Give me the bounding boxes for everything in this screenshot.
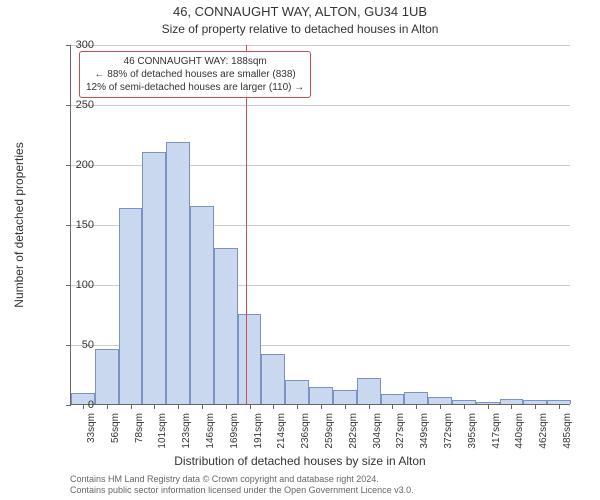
x-tick-label: 304sqm xyxy=(372,413,383,449)
x-tick-mark xyxy=(83,404,84,409)
y-tick-label: 150 xyxy=(76,219,94,231)
y-tick-label: 50 xyxy=(82,339,94,351)
x-tick-mark xyxy=(535,404,536,409)
annotation-box: 46 CONNAUGHT WAY: 188sqm← 88% of detache… xyxy=(79,51,311,98)
x-tick-mark xyxy=(202,404,203,409)
y-axis-label: Number of detached properties xyxy=(12,142,26,307)
x-tick-mark xyxy=(369,404,370,409)
y-tick-label: 300 xyxy=(76,39,94,51)
x-tick-mark xyxy=(178,404,179,409)
x-tick-label: 236sqm xyxy=(300,413,311,449)
histogram-bar xyxy=(119,208,143,404)
x-tick-mark xyxy=(250,404,251,409)
x-tick-label: 214sqm xyxy=(276,413,287,449)
x-tick-label: 259sqm xyxy=(324,413,335,449)
chart-subtitle: Size of property relative to detached ho… xyxy=(0,22,600,36)
histogram-bar xyxy=(381,394,405,404)
y-tick-mark xyxy=(66,225,71,226)
footer-line1: Contains HM Land Registry data © Crown c… xyxy=(70,474,414,485)
x-tick-mark xyxy=(440,404,441,409)
x-tick-label: 372sqm xyxy=(443,413,454,449)
chart-title: 46, CONNAUGHT WAY, ALTON, GU34 1UB xyxy=(0,4,600,19)
x-tick-label: 395sqm xyxy=(467,413,478,449)
x-tick-mark xyxy=(416,404,417,409)
x-tick-label: 169sqm xyxy=(229,413,240,449)
x-tick-label: 146sqm xyxy=(205,413,216,449)
histogram-bar xyxy=(238,314,262,404)
y-tick-mark xyxy=(66,285,71,286)
x-tick-label: 33sqm xyxy=(86,413,97,443)
y-tick-mark xyxy=(66,165,71,166)
x-tick-label: 349sqm xyxy=(419,413,430,449)
annotation-line: 12% of semi-detached houses are larger (… xyxy=(86,81,304,94)
plot-area: 46 CONNAUGHT WAY: 188sqm← 88% of detache… xyxy=(70,45,570,405)
histogram-bar xyxy=(357,378,381,404)
y-tick-label: 0 xyxy=(88,399,94,411)
x-tick-mark xyxy=(392,404,393,409)
x-tick-mark xyxy=(131,404,132,409)
x-tick-label: 440sqm xyxy=(514,413,525,449)
histogram-bar xyxy=(190,206,214,404)
x-tick-label: 56sqm xyxy=(110,413,121,443)
y-tick-label: 100 xyxy=(76,279,94,291)
x-tick-mark xyxy=(559,404,560,409)
y-tick-mark xyxy=(66,345,71,346)
x-tick-label: 462sqm xyxy=(538,413,549,449)
reference-line xyxy=(246,45,247,404)
x-tick-mark xyxy=(321,404,322,409)
y-tick-label: 250 xyxy=(76,99,94,111)
footer-attribution: Contains HM Land Registry data © Crown c… xyxy=(70,474,414,496)
x-tick-label: 327sqm xyxy=(395,413,406,449)
histogram-bar xyxy=(309,387,333,404)
x-tick-mark xyxy=(345,404,346,409)
footer-line2: Contains public sector information licen… xyxy=(70,485,414,496)
x-tick-mark xyxy=(488,404,489,409)
histogram-bar xyxy=(166,142,190,404)
histogram-bar xyxy=(333,390,357,404)
x-axis-label: Distribution of detached houses by size … xyxy=(0,454,600,468)
histogram-bar xyxy=(261,354,285,404)
x-tick-mark xyxy=(297,404,298,409)
x-tick-mark xyxy=(226,404,227,409)
x-tick-mark xyxy=(154,404,155,409)
y-tick-mark xyxy=(66,105,71,106)
x-tick-label: 123sqm xyxy=(181,413,192,449)
histogram-bar xyxy=(285,380,309,404)
annotation-line: ← 88% of detached houses are smaller (83… xyxy=(86,68,304,81)
x-tick-mark xyxy=(511,404,512,409)
y-tick-label: 200 xyxy=(76,159,94,171)
x-tick-label: 78sqm xyxy=(134,413,145,443)
x-tick-label: 485sqm xyxy=(562,413,573,449)
x-tick-label: 101sqm xyxy=(157,413,168,449)
histogram-bar xyxy=(142,152,166,404)
histogram-bar xyxy=(95,349,119,404)
histogram-bar xyxy=(404,392,428,404)
x-tick-mark xyxy=(464,404,465,409)
y-tick-mark xyxy=(66,45,71,46)
grid-line xyxy=(71,105,570,106)
histogram-bar xyxy=(214,248,238,404)
annotation-line: 46 CONNAUGHT WAY: 188sqm xyxy=(86,55,304,68)
x-tick-label: 191sqm xyxy=(253,413,264,449)
y-tick-mark xyxy=(66,405,71,406)
x-tick-label: 282sqm xyxy=(348,413,359,449)
histogram-bar xyxy=(428,397,452,404)
x-tick-label: 417sqm xyxy=(491,413,502,449)
x-tick-mark xyxy=(273,404,274,409)
x-tick-mark xyxy=(107,404,108,409)
grid-line xyxy=(71,45,570,46)
